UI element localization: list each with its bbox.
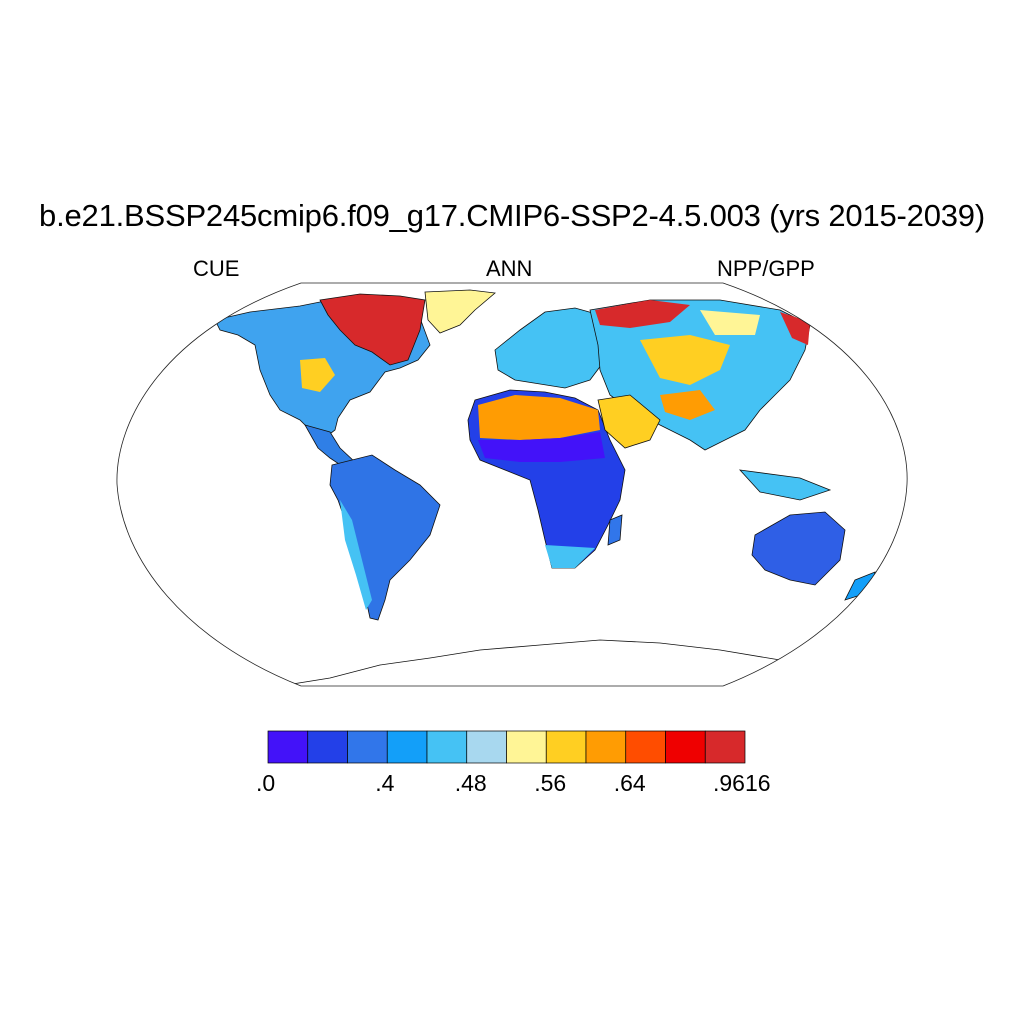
indonesia bbox=[738, 469, 832, 501]
units-label: NPP/GPP bbox=[717, 256, 815, 281]
land-areas bbox=[214, 289, 876, 686]
australia bbox=[751, 511, 846, 586]
siberia bbox=[595, 300, 690, 328]
map-title: b.e21.BSSP245cmip6.f09_g17.CMIP6-SSP2-4.… bbox=[39, 198, 985, 233]
andes bbox=[340, 500, 372, 610]
colorbar-swatch bbox=[307, 730, 348, 764]
colorbar-swatch bbox=[585, 730, 627, 764]
colorbar-swatch bbox=[545, 730, 587, 764]
colorbar-swatch bbox=[466, 730, 507, 764]
greenland bbox=[424, 289, 496, 334]
sahel bbox=[478, 432, 605, 462]
colorbar-tick-label: .48 bbox=[454, 770, 487, 796]
mongolia bbox=[700, 310, 760, 335]
arctic-canada bbox=[319, 293, 426, 366]
colorbar-swatch bbox=[625, 730, 666, 764]
arabia bbox=[597, 394, 661, 449]
central-asia bbox=[640, 335, 730, 385]
new-zealand bbox=[844, 571, 876, 601]
map-boundary bbox=[116, 282, 908, 687]
colorbar-swatch bbox=[704, 730, 746, 764]
colorbar-tick-label: .64 bbox=[613, 770, 646, 796]
southern-africa bbox=[545, 545, 595, 568]
colorbar-swatch bbox=[665, 730, 706, 764]
colorbar-tick-label: .4 bbox=[375, 770, 395, 796]
colorbar-swatch bbox=[426, 730, 468, 764]
colorbar-tick-label: .0 bbox=[256, 770, 276, 796]
madagascar bbox=[607, 514, 623, 546]
colorbar bbox=[267, 730, 746, 764]
colorbar-swatch bbox=[347, 730, 388, 764]
sahara bbox=[478, 395, 600, 440]
colorbar-tick-label: .56 bbox=[534, 770, 567, 796]
colorbar-swatch bbox=[506, 730, 547, 764]
antarctica bbox=[279, 639, 801, 686]
season-label: ANN bbox=[486, 256, 533, 281]
colorbar-swatch bbox=[386, 730, 428, 764]
variable-label: CUE bbox=[193, 256, 240, 281]
us-plains bbox=[300, 358, 335, 392]
colorbar-tick-label: .9616 bbox=[713, 770, 771, 796]
colorbar-swatch bbox=[267, 730, 309, 764]
tibet bbox=[660, 390, 715, 420]
